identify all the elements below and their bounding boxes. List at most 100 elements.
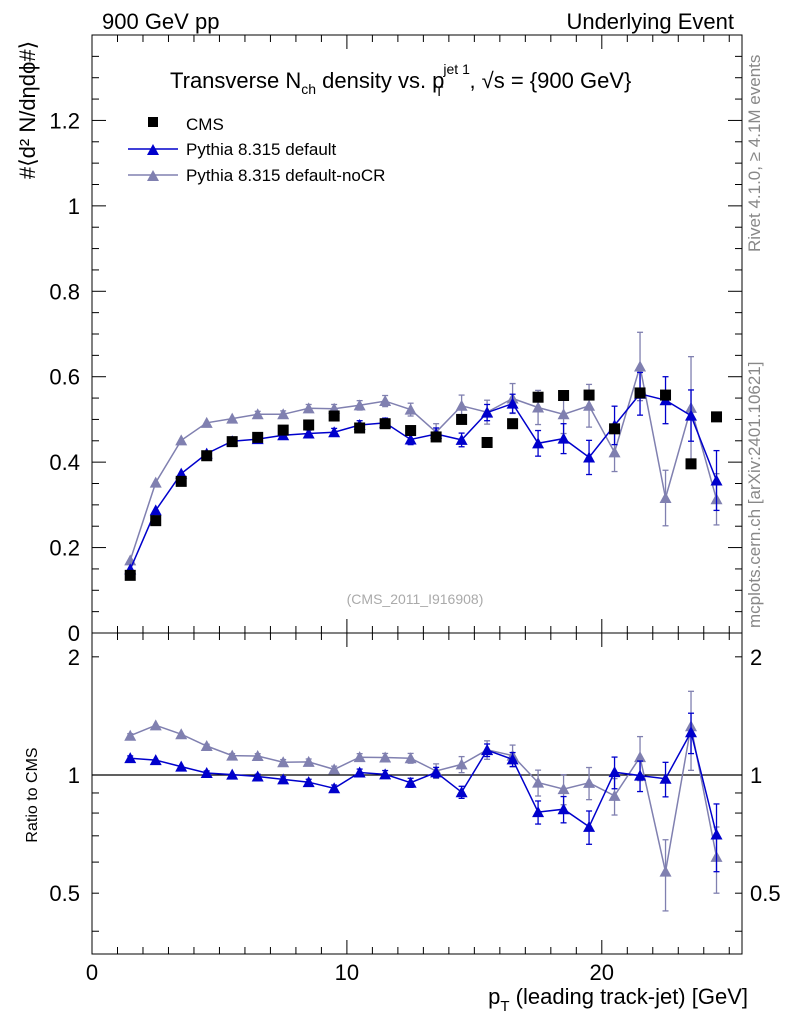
ratio-point-default	[277, 773, 290, 785]
ratio-point-default	[659, 772, 672, 784]
data-point-cms	[405, 425, 417, 437]
ratio-point-nocr	[124, 729, 137, 741]
data-point-nocr	[379, 395, 392, 407]
ratio-point-nocr	[353, 751, 366, 763]
ratio-point-nocr	[583, 776, 596, 788]
ratio-point-nocr	[659, 865, 672, 877]
data-point-cms	[456, 413, 468, 425]
data-point-default	[481, 406, 494, 418]
y-tick-label: 0.4	[49, 450, 80, 475]
data-point-cms	[711, 411, 723, 423]
ratio-point-default	[710, 828, 723, 840]
data-point-cms	[354, 422, 366, 434]
ratio-point-nocr	[149, 719, 162, 731]
ratio-point-default	[532, 806, 545, 818]
x-tick-label: 20	[590, 960, 614, 985]
ratio-point-default	[200, 766, 213, 778]
ratio-point-default	[149, 754, 162, 766]
data-point-nocr	[149, 476, 162, 488]
data-point-nocr	[404, 403, 417, 415]
analysis-watermark: (CMS_2011_I916908)	[347, 591, 484, 607]
data-point-cms	[150, 515, 162, 527]
data-point-nocr	[532, 401, 545, 413]
data-point-cms	[175, 475, 187, 487]
data-point-nocr	[175, 434, 188, 446]
legend-marker-default	[147, 144, 159, 155]
mcplots-label: mcplots.cern.ch [arXiv:2401.10621]	[745, 362, 764, 628]
data-point-nocr	[353, 399, 366, 411]
ratio-point-default	[302, 776, 315, 788]
y-tick-label: 1.2	[49, 108, 80, 133]
ratio-point-default	[124, 752, 137, 764]
ratio-point-default	[455, 786, 468, 798]
data-point-cms	[685, 458, 697, 470]
data-point-cms	[430, 431, 442, 443]
y-tick-label: 0.8	[49, 279, 80, 304]
header-right: Underlying Event	[566, 9, 734, 34]
legend-marker-cms	[148, 117, 158, 127]
data-point-default	[455, 433, 468, 445]
ratio-point-default	[379, 768, 392, 780]
data-point-cms	[379, 418, 391, 430]
data-point-default	[328, 426, 341, 438]
ratio-point-nocr	[379, 751, 392, 763]
y-tick-label: 1	[68, 194, 80, 219]
data-point-cms	[201, 450, 213, 462]
data-point-nocr	[277, 408, 290, 420]
ratio-y-tick-label: 1	[68, 763, 80, 788]
ratio-point-default	[557, 803, 570, 815]
data-point-nocr	[302, 402, 315, 414]
data-point-cms	[124, 569, 136, 581]
ratio-point-nocr	[200, 739, 213, 751]
y-tick-label: 0	[68, 621, 80, 646]
ratio-point-nocr	[302, 755, 315, 767]
ratio-y-tick-label-right: 1	[750, 763, 762, 788]
ratio-point-nocr	[608, 789, 621, 801]
data-point-default	[557, 432, 570, 444]
data-point-cms	[532, 391, 544, 403]
rivet-label: Rivet 4.1.0, ≥ 4.1M events	[745, 55, 764, 252]
data-point-cms	[277, 424, 289, 436]
data-point-cms	[226, 436, 238, 448]
data-point-nocr	[659, 492, 672, 504]
ratio-point-default	[634, 769, 647, 781]
data-point-default	[302, 427, 315, 439]
ratio-line-nocr	[129, 724, 718, 872]
ratio-y-tick-label: 0.5	[49, 881, 80, 906]
ratio-y-tick-label-right: 0.5	[750, 881, 781, 906]
ratio-point-nocr	[404, 752, 417, 764]
ratio-point-default	[608, 766, 621, 778]
ratio-point-default	[226, 768, 239, 780]
legend: CMS Pythia 8.315 default Pythia 8.315 de…	[128, 115, 385, 185]
x-tick-label: 0	[86, 960, 98, 985]
y-tick-label: 0.2	[49, 536, 80, 561]
data-point-cms	[303, 419, 315, 431]
ratio-point-default	[328, 782, 341, 794]
ratio-point-default	[430, 766, 443, 778]
x-tick-label: 10	[335, 960, 359, 985]
data-point-cms	[328, 410, 340, 422]
data-point-default	[404, 433, 417, 445]
ratio-y-tick-label-right: 2	[750, 645, 762, 670]
data-point-nocr	[455, 399, 468, 411]
data-point-default	[149, 504, 162, 516]
data-point-default	[532, 437, 545, 449]
ratio-point-default	[481, 744, 494, 756]
data-point-nocr	[608, 446, 621, 458]
data-point-nocr	[251, 408, 264, 420]
ratio-point-nocr	[532, 776, 545, 788]
data-point-default	[506, 397, 519, 409]
ratio-point-nocr	[226, 749, 239, 761]
data-point-cms	[558, 390, 570, 402]
data-point-nocr	[557, 408, 570, 420]
legend-marker-nocr	[147, 170, 159, 181]
ratio-y-tick-label: 2	[68, 645, 80, 670]
x-axis-label: pT (leading track-jet) [GeV]	[488, 984, 748, 1015]
data-point-nocr	[583, 399, 596, 411]
legend-label-default: Pythia 8.315 default	[186, 140, 337, 159]
data-point-default	[685, 409, 698, 421]
ratio-point-default	[583, 820, 596, 832]
ratio-y-axis-label: Ratio to CMS	[24, 747, 41, 842]
